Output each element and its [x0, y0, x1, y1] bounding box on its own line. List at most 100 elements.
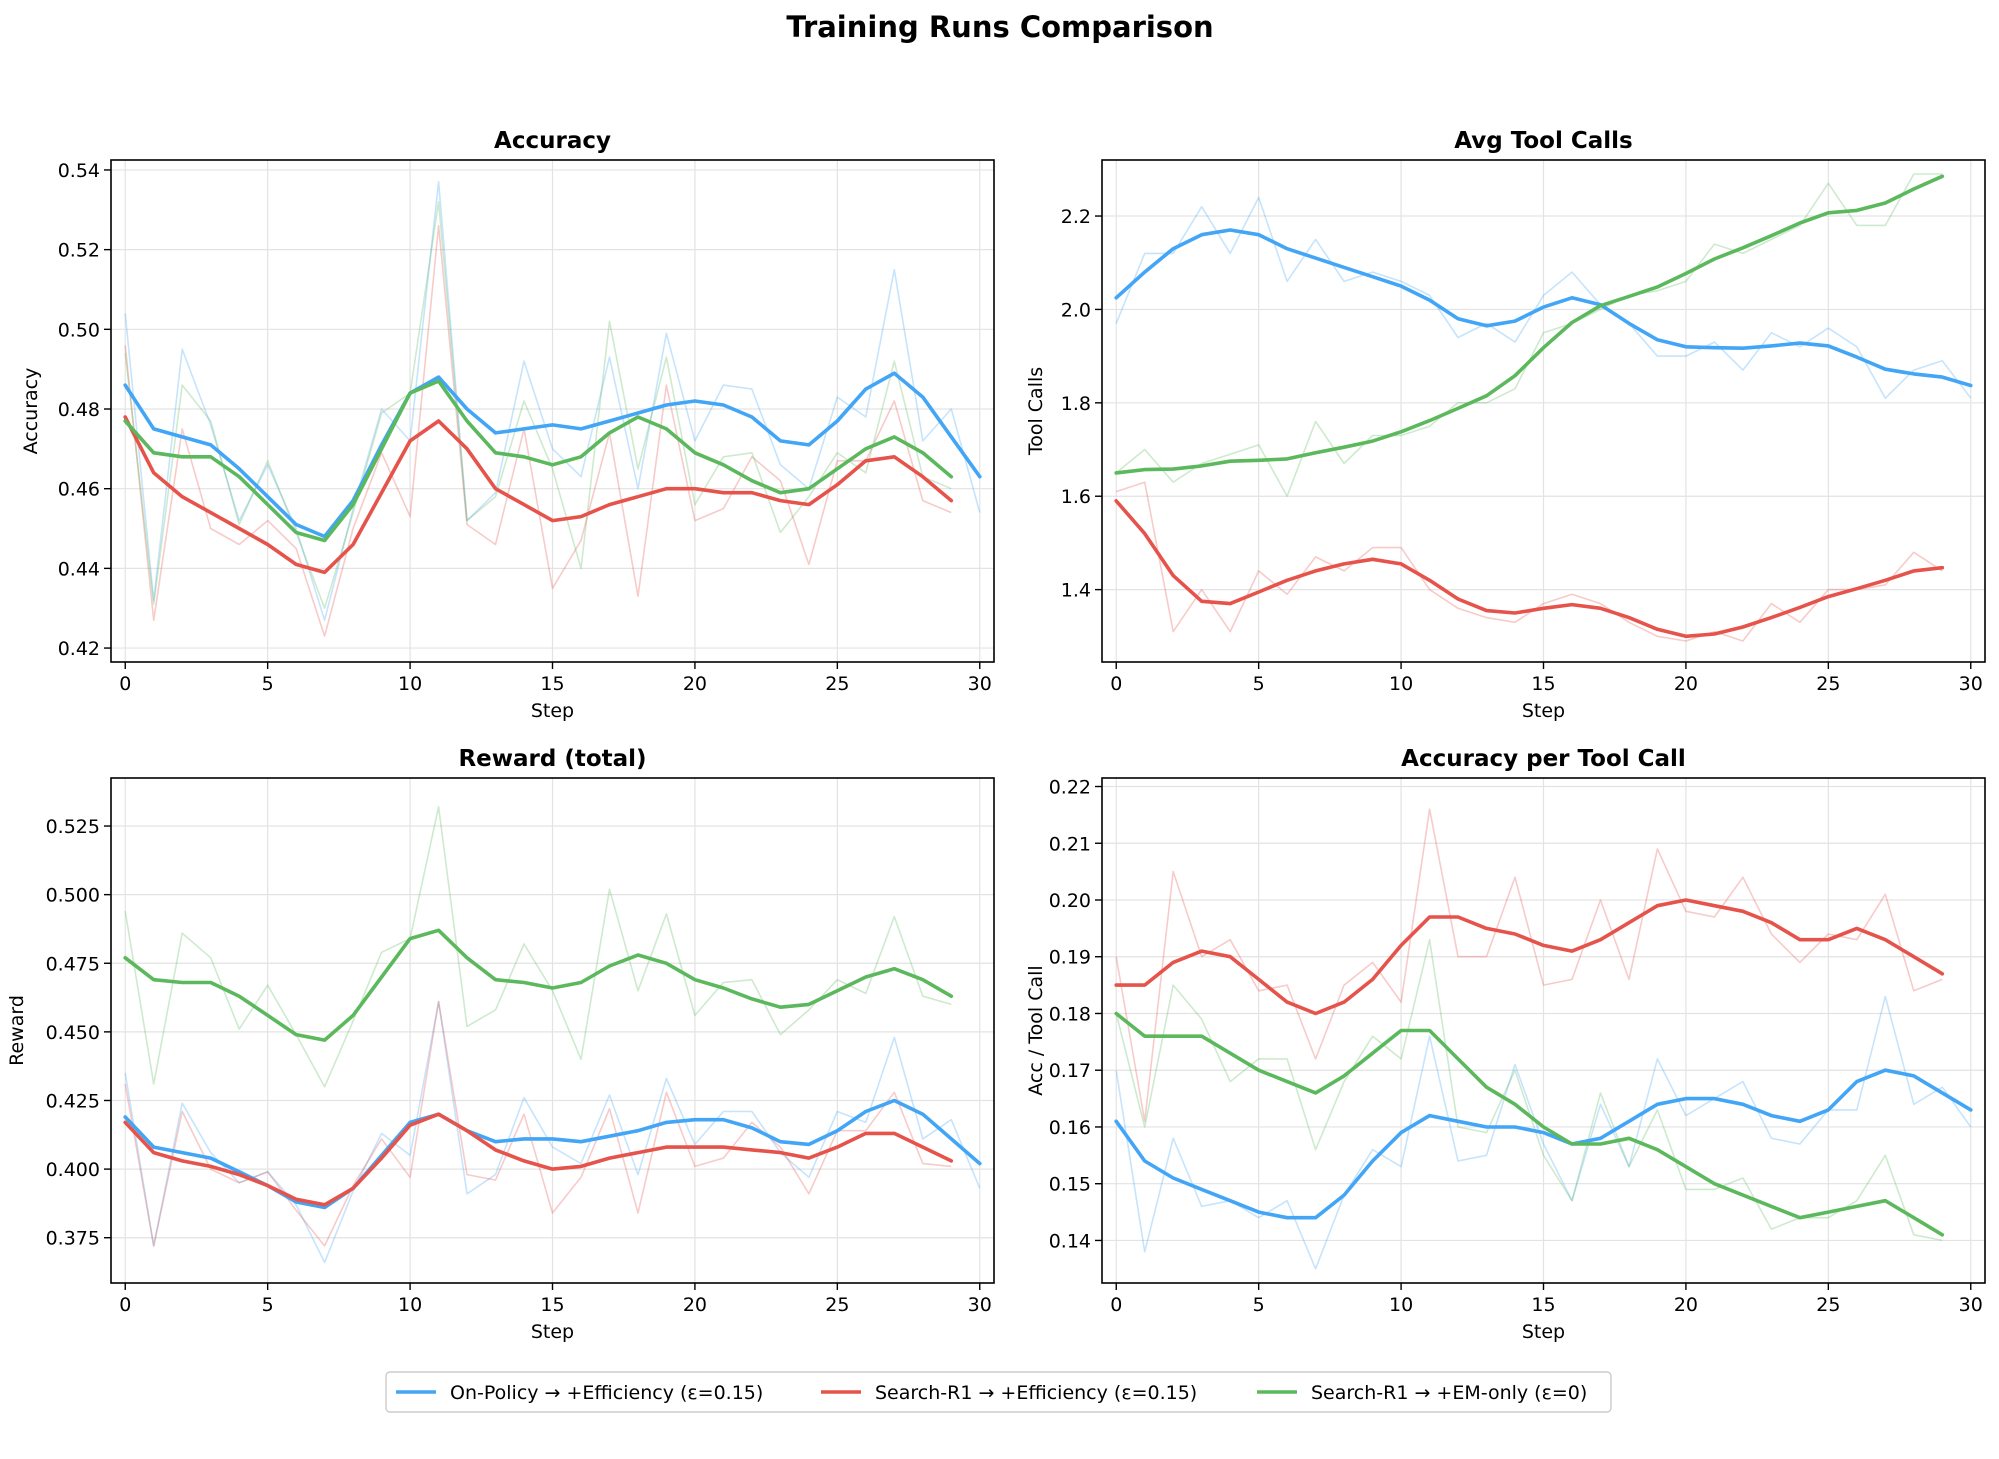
x-tick-label: 25 — [825, 1294, 849, 1316]
series-raw-line-1 — [124, 181, 981, 622]
x-tick-label: 0 — [1110, 1294, 1122, 1316]
series-raw-line-3 — [124, 805, 952, 1088]
legend-entry-3: Search-R1 → +EM-only (ε=0) — [1257, 1382, 1587, 1404]
x-tick-label: 5 — [1253, 673, 1265, 695]
panel-title: Accuracy per Tool Call — [1401, 746, 1686, 772]
series-raw-line-1 — [124, 1000, 981, 1264]
x-axis-label: Step — [1522, 1321, 1565, 1343]
panel-reward-total: 0 5 10 15 20 25 30 0.375 0.400 0.425 0.450 0.475 0.5… — [6, 746, 995, 1343]
y-tick-label: 2.2 — [1061, 206, 1091, 228]
y-axis-label: Accuracy — [20, 368, 42, 455]
series-raw-line-2 — [124, 224, 952, 637]
panel-avg-tool-calls: 0 5 10 15 20 25 30 1.4 1.6 1.8 2.0 2.2 Avg Tool Call… — [1025, 128, 1986, 722]
legend-entry-1: On-Policy → +Efficiency (ε=0.15) — [396, 1382, 763, 1404]
x-tick-label: 25 — [1816, 1294, 1840, 1316]
series-raw-line-3 — [124, 201, 952, 610]
y-tick-label: 0.14 — [1049, 1230, 1091, 1252]
series-smoothed-line-3 — [1114, 1011, 1945, 1237]
series-smoothed-line-1 — [1114, 228, 1973, 388]
y-tick-label: 1.4 — [1061, 580, 1091, 602]
y-tick-label: 0.400 — [46, 1159, 100, 1181]
y-tick-label: 0.21 — [1049, 833, 1091, 855]
series-smoothed-line-1 — [123, 371, 982, 539]
x-tick-label: 30 — [968, 673, 992, 695]
legend-label: Search-R1 → +EM-only (ε=0) — [1311, 1382, 1587, 1404]
y-axis-label: Reward — [6, 995, 28, 1066]
y-tick-label: 0.500 — [46, 885, 100, 907]
y-tick-label: 0.46 — [58, 479, 100, 501]
panel-title: Reward (total) — [458, 746, 646, 772]
y-tick-label: 0.450 — [46, 1022, 100, 1044]
x-tick-label: 30 — [968, 1294, 992, 1316]
legend-frame — [385, 1371, 1612, 1413]
x-axis-label: Step — [1522, 700, 1565, 722]
y-tick-label: 0.525 — [46, 816, 100, 838]
x-tick-label: 30 — [1959, 673, 1983, 695]
x-tick-label: 5 — [262, 673, 274, 695]
series-smoothed-line-1 — [1114, 1068, 1973, 1220]
x-tick-label: 15 — [1531, 1294, 1555, 1316]
y-tick-label: 2.0 — [1061, 299, 1091, 321]
y-tick-label: 1.8 — [1061, 393, 1091, 415]
x-tick-label: 10 — [398, 1294, 422, 1316]
series-smoothed-line-3 — [123, 928, 954, 1042]
y-tick-label: 0.18 — [1049, 1003, 1091, 1025]
x-tick-label: 20 — [1674, 1294, 1698, 1316]
y-tick-label: 0.44 — [58, 558, 100, 580]
y-axis-label: Tool Calls — [1025, 367, 1047, 456]
y-tick-label: 0.375 — [46, 1228, 100, 1250]
legend-label: On-Policy → +Efficiency (ε=0.15) — [450, 1382, 763, 1404]
panel-title: Avg Tool Calls — [1454, 128, 1632, 154]
series-raw-line-1 — [1115, 196, 1972, 400]
y-tick-label: 0.22 — [1049, 777, 1091, 799]
panel-accuracy: 0 5 10 15 20 25 30 0.42 0.44 0.46 0.48 0.50 0.52 0.54… — [20, 128, 995, 722]
x-axis-label: Step — [531, 1321, 574, 1343]
y-tick-label: 0.50 — [58, 319, 100, 341]
series-raw-line-2 — [1115, 808, 1943, 1123]
x-tick-label: 0 — [1110, 673, 1122, 695]
x-tick-label: 25 — [825, 673, 849, 695]
series-smoothed-line-2 — [1114, 499, 1945, 639]
x-tick-label: 5 — [262, 1294, 274, 1316]
y-tick-label: 0.19 — [1049, 947, 1091, 969]
x-tick-label: 20 — [1674, 673, 1698, 695]
figure-title: Training Runs Comparison — [786, 10, 1213, 44]
x-tick-label: 0 — [119, 673, 131, 695]
x-tick-label: 15 — [540, 1294, 564, 1316]
x-tick-label: 20 — [683, 1294, 707, 1316]
y-tick-label: 0.15 — [1049, 1174, 1091, 1196]
panel-accuracy-per-tool-call: 0 5 10 15 20 25 30 0.14 0.15 0.16 0.17 0.18 0.19 0.20… — [1025, 746, 1986, 1343]
y-axis-label: Acc / Tool Call — [1025, 965, 1047, 1095]
x-tick-label: 5 — [1253, 1294, 1265, 1316]
x-tick-label: 0 — [119, 1294, 131, 1316]
series-smoothed-line-2 — [1114, 898, 1945, 1016]
series-smoothed-line-2 — [123, 415, 954, 575]
series-smoothed-line-3 — [1114, 174, 1945, 475]
y-tick-label: 0.42 — [58, 638, 100, 660]
x-axis-label: Step — [531, 700, 574, 722]
y-tick-label: 0.17 — [1049, 1060, 1091, 1082]
y-tick-label: 0.54 — [58, 160, 100, 182]
x-tick-label: 10 — [1389, 1294, 1413, 1316]
x-tick-label: 15 — [540, 673, 564, 695]
y-tick-label: 0.16 — [1049, 1117, 1091, 1139]
y-tick-label: 0.52 — [58, 240, 100, 262]
x-tick-label: 10 — [1389, 673, 1413, 695]
x-tick-label: 15 — [1531, 673, 1555, 695]
y-tick-label: 0.48 — [58, 399, 100, 421]
x-tick-label: 25 — [1816, 673, 1840, 695]
x-tick-label: 20 — [683, 673, 707, 695]
legend-label: Search-R1 → +Efficiency (ε=0.15) — [875, 1382, 1197, 1404]
y-tick-label: 0.20 — [1049, 890, 1091, 912]
panel-title: Accuracy — [494, 128, 611, 154]
legend-entry-2: Search-R1 → +Efficiency (ε=0.15) — [821, 1382, 1197, 1404]
series-smoothed-line-2 — [123, 1112, 954, 1207]
series-raw-line-2 — [1115, 481, 1943, 642]
y-tick-label: 0.475 — [46, 953, 100, 975]
y-tick-label: 0.425 — [46, 1090, 100, 1112]
x-tick-label: 30 — [1959, 1294, 1983, 1316]
series-smoothed-line-3 — [123, 379, 954, 543]
x-tick-label: 10 — [398, 673, 422, 695]
